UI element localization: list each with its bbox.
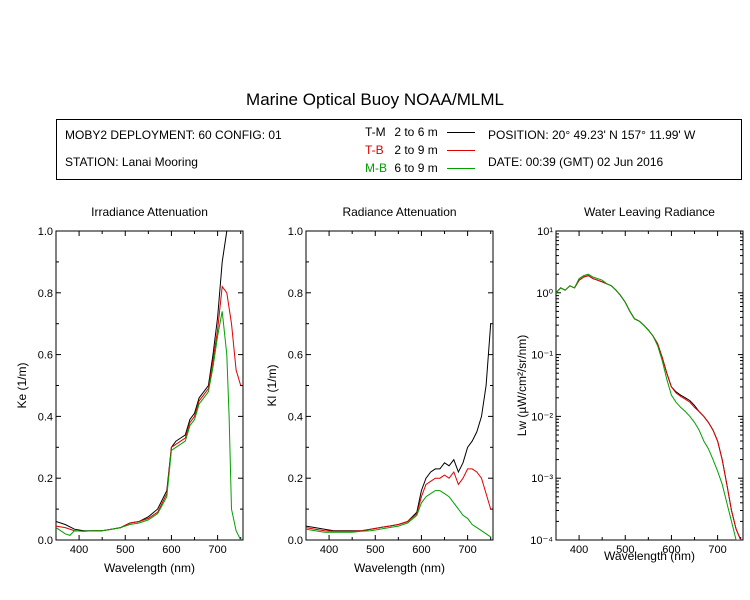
series-line-t-m bbox=[56, 231, 241, 532]
plot-frame bbox=[305, 230, 494, 541]
x-tick-label: 500 bbox=[366, 544, 384, 556]
plot-frame bbox=[55, 230, 244, 541]
x-tick-label: 600 bbox=[162, 544, 180, 556]
legend-code: T-M bbox=[365, 125, 386, 139]
x-tick-label: 400 bbox=[320, 544, 338, 556]
x-axis-label: Wavelength (nm) bbox=[354, 561, 445, 575]
x-tick-label: 700 bbox=[708, 544, 726, 556]
y-tick-label: 0.6 bbox=[288, 350, 303, 362]
y-tick-label: 10⁻³ bbox=[531, 473, 553, 485]
series-line-t-m bbox=[306, 323, 492, 532]
x-tick-label: 500 bbox=[616, 544, 634, 556]
y-axis-label: Lw (µW/cm²/sr/nm) bbox=[515, 335, 529, 437]
y-tick-label: 0.0 bbox=[288, 535, 303, 547]
legend-swatch bbox=[447, 132, 476, 134]
series-line-m-b bbox=[306, 490, 491, 538]
legend-unit: m bbox=[427, 143, 438, 157]
y-tick-label: 10⁻¹ bbox=[531, 350, 553, 362]
x-tick-label: 500 bbox=[116, 544, 134, 556]
legend-range: 6 to 9 bbox=[394, 161, 425, 175]
x-tick-label: 700 bbox=[458, 544, 476, 556]
y-tick-label: 10⁻² bbox=[531, 411, 553, 423]
station-text: STATION: Lanai Mooring bbox=[65, 155, 198, 169]
y-tick-label: 10⁰ bbox=[536, 288, 553, 300]
y-axis-label: Kl (1/m) bbox=[265, 364, 279, 406]
panel-title: Radiance Attenuation bbox=[342, 205, 456, 219]
deployment-text: MOBY2 DEPLOYMENT: 60 CONFIG: 01 bbox=[65, 128, 282, 142]
series-line-t-b bbox=[556, 275, 742, 540]
info-box: MOBY2 DEPLOYMENT: 60 CONFIG: 01 STATION:… bbox=[56, 119, 742, 180]
series-line-m-b bbox=[56, 311, 242, 540]
x-tick-label: 600 bbox=[662, 544, 680, 556]
x-axis-label: Wavelength (nm) bbox=[104, 561, 195, 575]
x-tick-label: 600 bbox=[412, 544, 430, 556]
y-tick-label: 0.2 bbox=[38, 473, 53, 485]
legend-code: T-B bbox=[365, 143, 384, 157]
y-tick-label: 0.8 bbox=[38, 288, 53, 300]
x-tick-label: 400 bbox=[70, 544, 88, 556]
series-line-m-b bbox=[556, 273, 741, 540]
legend-range: 2 to 9 bbox=[394, 143, 425, 157]
legend-entry-tm: T-M 2 to 6 m bbox=[365, 125, 476, 139]
legend-swatch bbox=[447, 168, 476, 170]
y-tick-label: 10¹ bbox=[537, 226, 553, 238]
legend-unit: m bbox=[427, 125, 438, 139]
series-line-t-b bbox=[306, 468, 492, 532]
y-tick-label: 0.4 bbox=[288, 411, 303, 423]
position-text: POSITION: 20° 49.23' N 157° 11.99' W bbox=[488, 128, 696, 142]
y-tick-label: 0.2 bbox=[288, 473, 303, 485]
y-tick-label: 1.0 bbox=[288, 226, 303, 238]
x-axis-label: Wavelength (nm) bbox=[604, 549, 695, 563]
y-axis-label: Ke (1/m) bbox=[15, 362, 29, 408]
date-text: DATE: 00:39 (GMT) 02 Jun 2016 bbox=[488, 155, 664, 169]
legend-entry-tb: T-B 2 to 9 m bbox=[365, 143, 476, 157]
series-line-t-m bbox=[556, 275, 742, 540]
legend-entry-mb: M-B 6 to 9 m bbox=[365, 161, 476, 175]
chart-title: Marine Optical Buoy NOAA/MLML bbox=[246, 90, 504, 109]
plot-frame bbox=[555, 230, 744, 541]
series-line-t-b bbox=[56, 285, 242, 532]
y-tick-label: 0.0 bbox=[38, 535, 53, 547]
panel-title: Irradiance Attenuation bbox=[91, 205, 208, 219]
y-tick-label: 0.4 bbox=[38, 411, 53, 423]
y-tick-label: 10⁻⁴ bbox=[530, 535, 553, 547]
legend-code: M-B bbox=[365, 161, 387, 175]
legend-unit: m bbox=[427, 161, 438, 175]
y-tick-label: 0.6 bbox=[38, 350, 53, 362]
y-tick-label: 1.0 bbox=[38, 226, 53, 238]
panel-title: Water Leaving Radiance bbox=[584, 205, 715, 219]
legend-swatch bbox=[447, 150, 476, 152]
x-tick-label: 700 bbox=[208, 544, 226, 556]
legend-range: 2 to 6 bbox=[394, 125, 425, 139]
y-tick-label: 0.8 bbox=[288, 288, 303, 300]
x-tick-label: 400 bbox=[570, 544, 588, 556]
